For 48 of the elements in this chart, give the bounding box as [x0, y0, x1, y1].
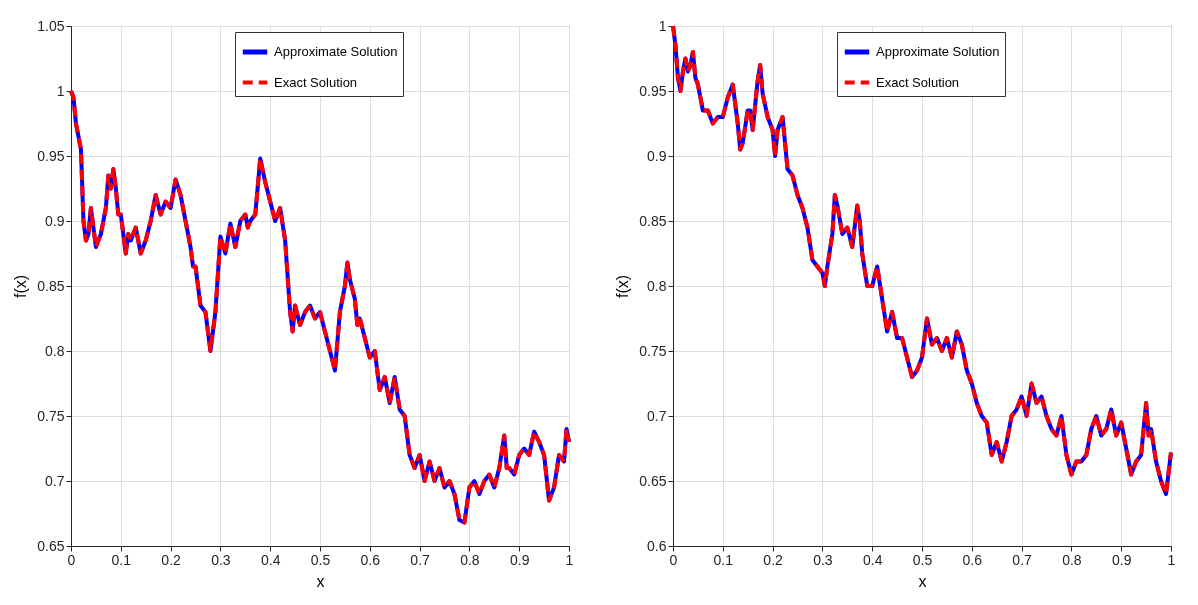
- x-tick-label: 1: [565, 551, 574, 568]
- x-tick-label: 0.1: [713, 551, 734, 568]
- x-axis-title: x: [918, 572, 927, 590]
- y-tick-label: 0.7: [647, 407, 667, 424]
- y-tick-label: 1: [56, 82, 65, 99]
- x-tick-label: 0.9: [1111, 551, 1132, 568]
- y-tick-label: 0.9: [45, 212, 65, 229]
- y-tick-label: 0.65: [639, 472, 667, 489]
- x-axis-title: x: [316, 572, 325, 590]
- legend-label: Exact Solution: [876, 74, 960, 90]
- x-tick-label: 0.4: [260, 551, 281, 568]
- y-tick-label: 0.8: [647, 277, 667, 294]
- x-tick-label: 0.1: [111, 551, 132, 568]
- x-tick-label: 0: [67, 551, 76, 568]
- x-tick-label: 0.6: [962, 551, 983, 568]
- y-tick-label: 0.85: [639, 212, 667, 229]
- legend-label: Approximate Solution: [876, 44, 1000, 59]
- legend-label: Approximate Solution: [274, 44, 398, 59]
- y-tick-label: 0.8: [45, 342, 65, 359]
- x-tick-label: 0.6: [360, 551, 381, 568]
- x-tick-label: 0.3: [211, 551, 231, 568]
- x-tick-label: 0.2: [763, 551, 784, 568]
- x-tick-label: 0.7: [410, 551, 431, 568]
- x-tick-label: 0.2: [161, 551, 182, 568]
- y-tick-label: 0.9: [647, 147, 667, 164]
- x-tick-label: 1: [1167, 551, 1176, 568]
- y-tick-label: 0.65: [37, 537, 65, 554]
- y-tick-label: 1.05: [37, 17, 65, 34]
- x-tick-label: 0.9: [509, 551, 530, 568]
- x-tick-label: 0.8: [1062, 551, 1082, 568]
- y-tick-label: 1: [658, 17, 667, 34]
- x-tick-label: 0.8: [460, 551, 480, 568]
- legend-label: Exact Solution: [274, 74, 358, 90]
- y-tick-label: 0.75: [37, 407, 65, 424]
- x-tick-label: 0.7: [1012, 551, 1033, 568]
- y-tick-label: 0.95: [37, 147, 65, 164]
- x-tick-label: 0: [669, 551, 678, 568]
- x-tick-label: 0.5: [310, 551, 331, 568]
- y-axis-title: f(x): [12, 274, 30, 299]
- x-tick-label: 0.4: [862, 551, 883, 568]
- y-axis-title: f(x): [614, 274, 632, 299]
- x-tick-label: 0.5: [912, 551, 933, 568]
- y-tick-label: 0.85: [37, 277, 65, 294]
- y-tick-label: 0.7: [45, 472, 65, 489]
- x-tick-label: 0.3: [813, 551, 833, 568]
- y-tick-label: 0.95: [639, 82, 667, 99]
- y-tick-label: 0.75: [639, 342, 667, 359]
- y-tick-label: 0.6: [647, 537, 667, 554]
